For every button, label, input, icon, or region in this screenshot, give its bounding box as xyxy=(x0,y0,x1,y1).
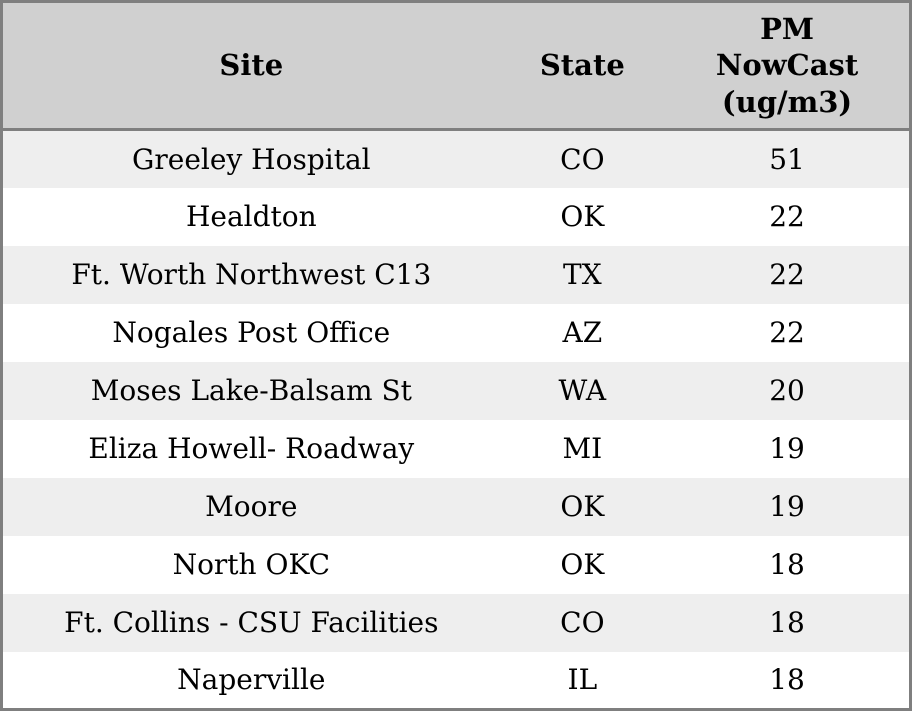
table-row: Eliza Howell- Roadway MI 19 xyxy=(1,419,911,478)
site-cell: North OKC xyxy=(172,548,331,581)
site-cell: Eliza Howell- Roadway xyxy=(88,432,415,465)
pm-value-cell: 18 xyxy=(769,663,805,697)
table-row: Nogales Post Office AZ 22 xyxy=(1,303,911,362)
table-row: Healdton OK 22 xyxy=(1,187,911,246)
state-cell: WA xyxy=(558,374,607,407)
pm-value-cell: 20 xyxy=(769,374,805,407)
pm-value-cell: 51 xyxy=(769,142,805,176)
pm-value-cell: 19 xyxy=(769,490,805,523)
pm-value-cell: 22 xyxy=(769,316,805,349)
pm-value-cell: 22 xyxy=(769,258,805,291)
table-row: Greeley Hospital CO 51 xyxy=(1,129,911,188)
table-row: North OKC OK 18 xyxy=(1,535,911,594)
state-cell: OK xyxy=(560,490,605,523)
state-cell: CO xyxy=(560,142,605,176)
site-cell: Naperville xyxy=(177,663,326,697)
state-cell: CO xyxy=(560,606,605,639)
table-row: Moses Lake-Balsam St WA 20 xyxy=(1,361,911,420)
column-header-site: Site xyxy=(1,1,500,131)
table-row: Moore OK 19 xyxy=(1,477,911,536)
column-header-pm-nowcast: PM NowCast (ug/m3) xyxy=(665,1,911,131)
site-cell: Moses Lake-Balsam St xyxy=(90,374,412,407)
state-cell: OK xyxy=(560,200,605,233)
table-row: Ft. Collins - CSU Facilities CO 18 xyxy=(1,593,911,652)
site-cell: Ft. Worth Northwest C13 xyxy=(71,258,432,291)
state-cell: TX xyxy=(563,258,602,291)
pm-value-cell: 18 xyxy=(769,606,805,639)
table-header-row: Site State PM NowCast (ug/m3) xyxy=(1,1,911,131)
site-cell: Healdton xyxy=(185,200,317,233)
column-header-state: State xyxy=(499,1,666,131)
state-cell: OK xyxy=(560,548,605,581)
state-cell: AZ xyxy=(562,316,603,349)
site-cell: Greeley Hospital xyxy=(132,142,371,176)
pm-value-cell: 22 xyxy=(769,200,805,233)
state-cell: IL xyxy=(567,663,598,697)
site-cell: Ft. Collins - CSU Facilities xyxy=(64,606,439,639)
pm-value-cell: 18 xyxy=(769,548,805,581)
state-cell: MI xyxy=(562,432,603,465)
site-cell: Nogales Post Office xyxy=(112,316,391,349)
table-row: Naperville IL 18 xyxy=(1,651,911,710)
table-row: Ft. Worth Northwest C13 TX 22 xyxy=(1,245,911,304)
pm-value-cell: 19 xyxy=(769,432,805,465)
site-cell: Moore xyxy=(205,490,298,523)
